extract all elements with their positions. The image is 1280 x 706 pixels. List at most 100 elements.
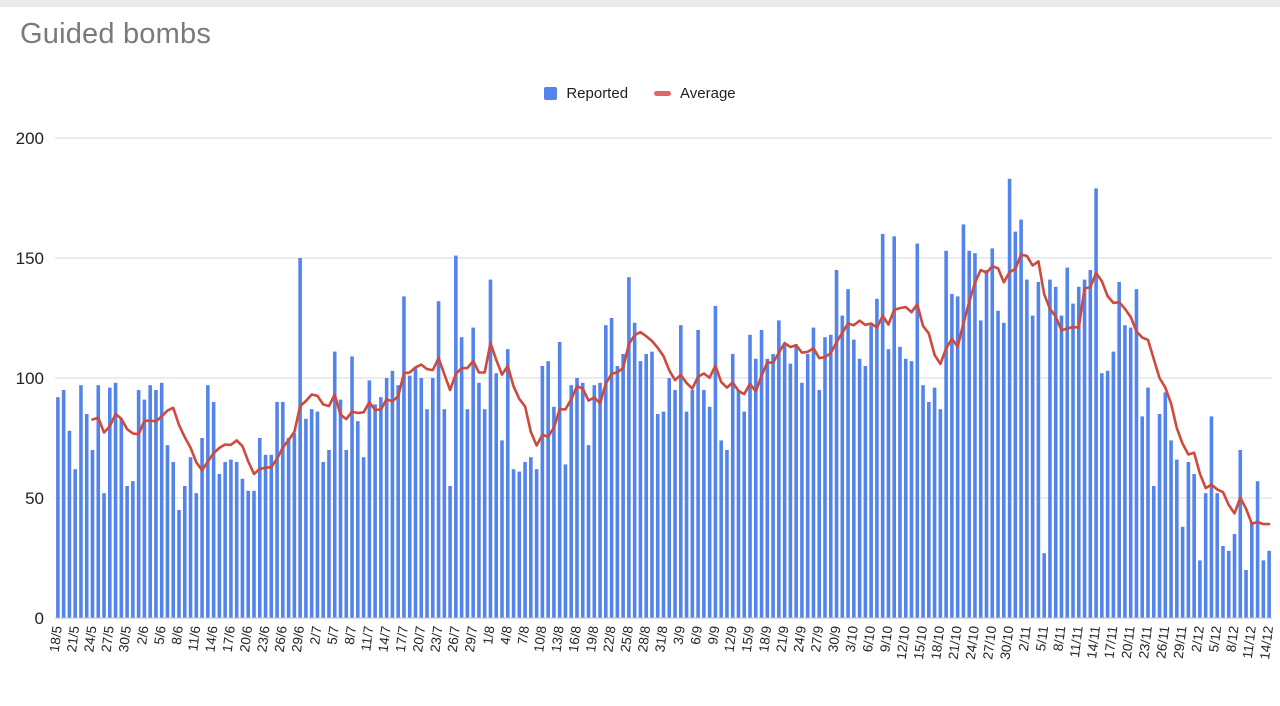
reported-bar-1/7 <box>309 409 314 618</box>
x-tick-label-25/8: 25/8 <box>618 625 636 653</box>
reported-bar-13/11 <box>1088 270 1093 618</box>
x-tick-label-11/11: 11/11 <box>1067 625 1086 658</box>
x-tick-label-11/6: 11/6 <box>185 625 203 652</box>
reported-bar-17/8 <box>580 382 585 618</box>
reported-bar-16/11 <box>1105 370 1110 618</box>
top-strip <box>0 0 1280 7</box>
reported-bar-1/12 <box>1192 474 1196 618</box>
reported-bar-19/7 <box>413 368 418 618</box>
reported-bar-3/11 <box>1030 315 1035 618</box>
reported-bar-29/9 <box>828 334 833 618</box>
reported-bar-26/5 <box>102 493 106 618</box>
x-tick-label-27/9: 27/9 <box>808 625 826 653</box>
reported-bar-24/6 <box>269 454 274 618</box>
reported-bar-1/10 <box>840 315 845 618</box>
reported-bar-18/5 <box>56 397 60 618</box>
reported-bar-13/8 <box>557 342 562 618</box>
x-tick-label-5/6: 5/6 <box>151 625 168 645</box>
x-tick-label-20/6: 20/6 <box>237 625 255 653</box>
reported-bar-3/9 <box>679 325 683 618</box>
x-tick-label-31/8: 31/8 <box>652 625 670 653</box>
x-tick-label-23/11: 23/11 <box>1136 625 1155 659</box>
reported-bar-4/11 <box>1036 282 1041 618</box>
x-tick-label-29/7: 29/7 <box>462 625 480 653</box>
reported-bar-22/11 <box>1140 416 1145 618</box>
reported-bar-29/11 <box>1180 526 1185 618</box>
reported-bar-3/8 <box>500 440 504 618</box>
reported-bar-15/11 <box>1100 373 1104 618</box>
x-tick-label-5/11: 5/11 <box>1033 625 1051 652</box>
x-tick-label-24/5: 24/5 <box>81 625 99 653</box>
reported-bar-13/12 <box>1261 560 1266 618</box>
x-tick-label-29/11: 29/11 <box>1171 625 1190 659</box>
reported-bar-2/12 <box>1198 560 1202 618</box>
reported-bar-8/12 <box>1232 534 1237 618</box>
x-tick-label-22/8: 22/8 <box>600 625 618 653</box>
reported-bar-15/8 <box>569 385 574 618</box>
reported-bar-8/6 <box>177 510 181 618</box>
reported-bar-19/8 <box>592 385 597 618</box>
reported-bar-18/8 <box>586 445 591 618</box>
reported-bar-14/6 <box>211 402 216 618</box>
x-tick-label-8/7: 8/7 <box>342 625 359 645</box>
reported-bar-26/10 <box>984 270 989 618</box>
reported-bar-27/9 <box>817 390 822 618</box>
reported-bar-12/7 <box>373 404 377 618</box>
reported-bar-15/10 <box>921 385 925 618</box>
reported-bar-19/5 <box>61 390 66 618</box>
reported-bar-9/9 <box>713 306 718 618</box>
reported-bar-10/10 <box>892 236 896 618</box>
reported-bar-7/8 <box>523 462 527 618</box>
reported-bar-24/11 <box>1151 486 1156 618</box>
reported-bar-11/10 <box>898 346 902 618</box>
reported-bar-16/9 <box>754 358 758 618</box>
reported-bar-13/7 <box>379 397 383 618</box>
reported-bar-28/5 <box>113 382 118 618</box>
reported-bar-24/5 <box>90 450 95 618</box>
reported-bar-24/7 <box>442 409 447 618</box>
x-tick-label-24/10: 24/10 <box>963 625 982 660</box>
reported-bar-23/5 <box>84 414 89 618</box>
x-tick-label-11/7: 11/7 <box>358 625 376 652</box>
reported-bar-3/7 <box>321 462 325 618</box>
reported-bar-13/10 <box>909 361 914 618</box>
reported-bar-28/6 <box>292 433 297 618</box>
reported-bar-14/7 <box>384 378 389 618</box>
reported-bar-4/6 <box>154 390 158 618</box>
reported-bar-31/8 <box>661 411 666 618</box>
reported-bar-2/6 <box>142 399 147 618</box>
x-tick-label-27/10: 27/10 <box>980 625 999 660</box>
reported-bar-30/10 <box>1007 178 1012 619</box>
reported-bar-18/7 <box>407 375 412 618</box>
reported-bar-10/7 <box>361 457 366 618</box>
reported-bar-31/7 <box>482 409 487 618</box>
x-tick-label-2/7: 2/7 <box>307 625 324 645</box>
x-tick-label-14/7: 14/7 <box>376 625 394 653</box>
reported-bar-11/6 <box>194 493 199 618</box>
x-tick-label-21/5: 21/5 <box>64 625 82 653</box>
chart-legend: Reported Average <box>0 85 1280 102</box>
reported-bar-9/6 <box>182 486 187 618</box>
reported-bar-17/10 <box>932 387 937 618</box>
reported-bar-21/8 <box>604 325 608 618</box>
reported-bar-21/9 <box>782 344 787 618</box>
reported-bar-14/11 <box>1094 188 1098 618</box>
reported-bar-28/10 <box>996 310 1000 618</box>
x-tick-label-26/6: 26/6 <box>272 625 290 653</box>
reported-bar-14/10 <box>915 243 920 618</box>
reported-bar-5/10 <box>863 366 868 618</box>
reported-bar-6/11 <box>1048 279 1052 618</box>
reported-bar-29/7 <box>471 327 475 618</box>
y-tick-label-200: 200 <box>16 129 44 148</box>
reported-bar-18/6 <box>234 462 239 618</box>
reported-bar-6/7 <box>338 399 343 618</box>
legend-item-average: Average <box>654 85 736 102</box>
reported-bar-27/10 <box>990 248 995 618</box>
x-tick-label-7/8: 7/8 <box>515 625 532 645</box>
reported-bar-16/8 <box>575 378 579 618</box>
x-tick-label-26/7: 26/7 <box>445 625 463 653</box>
reported-bar-14/9 <box>742 411 747 618</box>
reported-bar-3/12 <box>1203 493 1208 618</box>
reported-bar-11/9 <box>725 450 729 618</box>
